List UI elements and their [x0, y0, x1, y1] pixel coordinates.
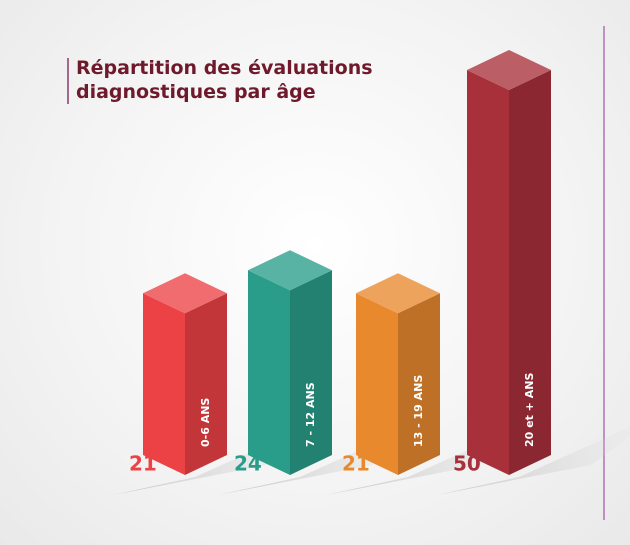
bar-top-face [467, 50, 551, 90]
value-label: 24 [234, 452, 262, 476]
category-label: 13 - 19 ANS [412, 375, 425, 447]
category-label: 0-6 ANS [199, 398, 212, 447]
bar-right-face [398, 293, 440, 475]
bar-left-face [467, 70, 509, 475]
category-label: 7 - 12 ANS [304, 382, 317, 447]
value-label: 21 [129, 452, 157, 476]
bar-top-face [143, 273, 227, 314]
bar-shadow [437, 426, 630, 495]
chart-title: Répartition des évaluations diagnostique… [76, 57, 373, 103]
bar-right-face [185, 293, 227, 475]
value-label: 21 [342, 452, 370, 476]
bars: 21 0-6 ANS 24 7 - 12 ANS 21 13 - 19 ANS 50 20 e… [113, 50, 630, 495]
bar-top-face [356, 273, 440, 314]
bar-right-face [509, 70, 551, 475]
bar-left-face [143, 293, 185, 475]
value-label: 50 [453, 452, 481, 476]
bar-left-face [356, 293, 398, 475]
bar-left-face [248, 270, 290, 475]
bar-right-face [290, 270, 332, 475]
bar-top-face [248, 250, 332, 291]
category-label: 20 et + ANS [523, 373, 536, 447]
